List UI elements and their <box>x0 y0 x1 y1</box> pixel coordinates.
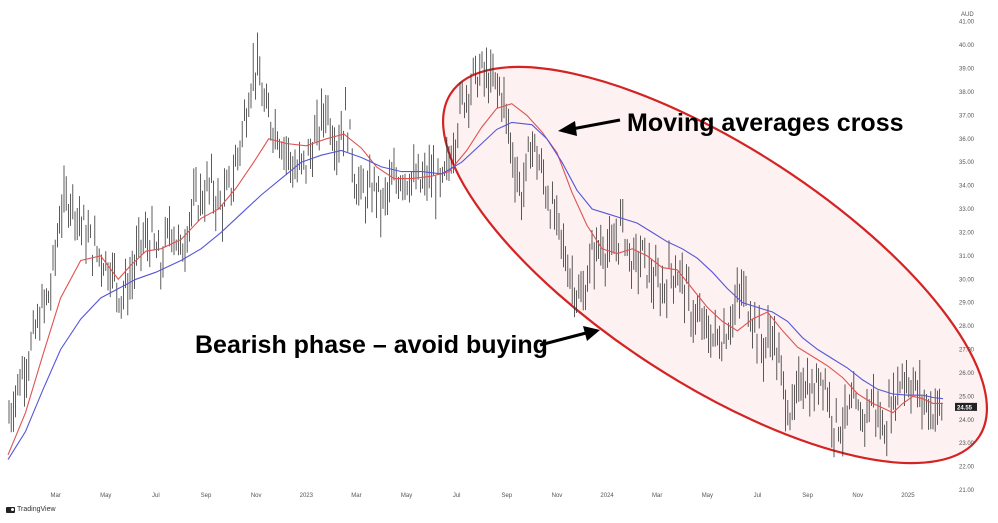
x-tick-label: Mar <box>351 493 361 499</box>
x-tick-label: Sep <box>201 493 212 499</box>
x-tick-label: Mar <box>652 493 662 499</box>
fast-moving-average-line <box>7 103 943 456</box>
x-tick-label: May <box>702 493 713 499</box>
x-tick-label: Jul <box>152 493 160 499</box>
x-tick-label: 2023 <box>300 493 314 499</box>
y-tick-label: 22.00 <box>959 465 975 471</box>
y-tick-label: 30.00 <box>959 277 975 283</box>
x-tick-label: 2025 <box>901 493 915 499</box>
y-tick-label: 38.00 <box>959 90 975 96</box>
y-tick-label: 33.00 <box>959 207 975 213</box>
y-tick-label: 40.00 <box>959 43 975 49</box>
annotation-bearish-arrow <box>539 331 587 347</box>
last-price-label: 24.55 <box>957 405 973 411</box>
y-tick-label: 34.00 <box>959 184 975 190</box>
y-tick-label: 29.00 <box>959 301 975 307</box>
y-tick-label: 25.00 <box>959 394 975 400</box>
annotation-bearish-arrowhead <box>583 326 600 341</box>
y-tick-label: 41.00 <box>959 20 975 26</box>
y-tick-label: 36.00 <box>959 137 975 143</box>
annotation-bearish: Bearish phase – avoid buying <box>195 331 548 359</box>
y-tick-label: 32.00 <box>959 230 975 236</box>
bearish-phase-ellipse <box>442 65 988 465</box>
y-tick-label: 26.00 <box>959 371 975 377</box>
y-tick-label: 35.00 <box>959 160 975 166</box>
brand-label: TradingView <box>17 506 56 513</box>
x-tick-label: May <box>401 493 412 499</box>
x-tick-label: Nov <box>251 493 262 499</box>
x-tick-label: Mar <box>50 493 60 499</box>
x-tick-label: Jul <box>453 493 461 499</box>
currency-label: AUD <box>961 12 974 18</box>
annotation-ma-cross: Moving averages cross <box>627 109 904 137</box>
annotation-ma-cross-arrow <box>571 118 621 131</box>
x-tick-label: Jul <box>754 493 762 499</box>
y-tick-label: 39.00 <box>959 67 975 73</box>
y-tick-label: 28.00 <box>959 324 975 330</box>
annotation-ma-cross-arrowhead <box>558 121 577 136</box>
x-tick-label: Sep <box>802 493 813 499</box>
tradingview-brand: TradingView <box>6 506 56 513</box>
slow-moving-average-line <box>7 121 944 460</box>
x-tick-label: May <box>100 493 111 499</box>
x-tick-label: Nov <box>552 493 563 499</box>
tradingview-logo-icon <box>6 506 15 513</box>
x-tick-label: 2024 <box>600 493 614 499</box>
y-tick-label: 23.00 <box>959 441 975 447</box>
y-tick-label: 21.00 <box>959 488 975 494</box>
x-tick-label: Sep <box>501 493 512 499</box>
y-tick-label: 24.00 <box>959 418 975 424</box>
last-price-badge <box>955 402 977 411</box>
y-tick-label: 27.00 <box>959 348 975 354</box>
y-tick-label: 37.00 <box>959 113 975 119</box>
y-tick-label: 31.00 <box>959 254 975 260</box>
x-tick-label: Nov <box>852 493 863 499</box>
